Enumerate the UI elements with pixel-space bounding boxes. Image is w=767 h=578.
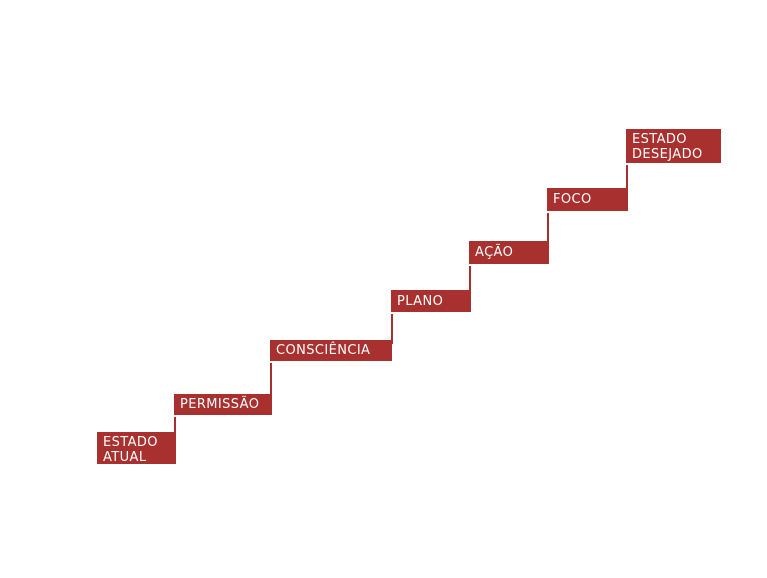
step-acao: AÇÃO — [469, 241, 549, 266]
step-plano: PLANO — [391, 290, 471, 314]
connector-4 — [469, 243, 471, 294]
step-estado-atual: ESTADO ATUAL — [97, 432, 176, 466]
step-label: ESTADO DESEJADO — [632, 132, 703, 162]
connector-2 — [270, 342, 272, 398]
step-foco: FOCO — [547, 188, 628, 213]
step-permissao: PERMISSÃO — [174, 394, 272, 417]
step-label: PERMISSÃO — [180, 397, 260, 412]
step-label: FOCO — [553, 192, 592, 207]
step-label: AÇÃO — [475, 245, 514, 260]
step-estado-desejado: ESTADO DESEJADO — [626, 129, 721, 165]
connector-3 — [391, 292, 393, 344]
connector-5 — [547, 190, 549, 245]
step-label: PLANO — [397, 293, 444, 309]
step-label: CONSCIÊNCIA — [276, 343, 371, 358]
step-label: ESTADO ATUAL — [103, 435, 158, 465]
step-consciencia: CONSCIÊNCIA — [270, 340, 392, 363]
